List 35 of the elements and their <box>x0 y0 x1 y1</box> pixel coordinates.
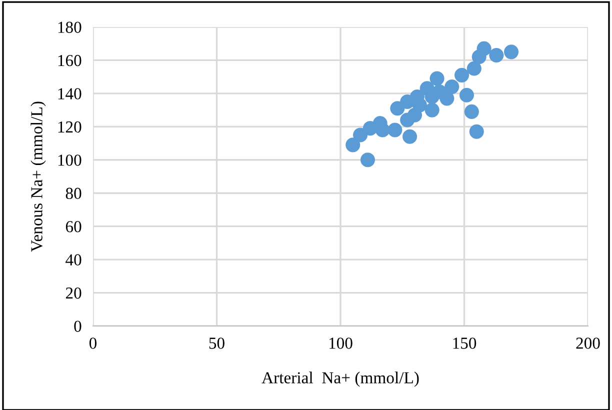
x-tick-label: 100 <box>329 338 352 349</box>
x-tick-label: 200 <box>576 338 600 349</box>
point <box>472 50 486 64</box>
y-tick-label: 180 <box>58 22 82 33</box>
y-tick-label: 20 <box>66 287 82 299</box>
point <box>375 122 390 138</box>
point <box>432 84 447 100</box>
point <box>469 124 484 139</box>
point <box>360 152 376 168</box>
y-tick-label: 140 <box>58 88 82 100</box>
point <box>489 48 504 63</box>
y-tick-label: 60 <box>66 221 82 232</box>
point <box>444 80 460 94</box>
point <box>430 71 444 86</box>
x-axis-title: Arterial Na+ (mmol/L) <box>262 372 419 387</box>
point <box>459 88 474 102</box>
y-tick-label: 40 <box>66 254 82 266</box>
point <box>424 102 440 118</box>
point <box>504 44 519 60</box>
point <box>402 129 418 144</box>
y-tick-label: 160 <box>58 54 82 66</box>
point <box>464 104 479 119</box>
x-tick-label: 150 <box>453 338 476 349</box>
y-tick-label: 120 <box>58 121 82 133</box>
x-tick-label: 0 <box>89 338 97 349</box>
point <box>346 138 360 152</box>
point <box>466 61 482 76</box>
point <box>388 122 402 138</box>
y-tick-label: 80 <box>66 188 82 200</box>
y-tick-label: 0 <box>74 320 82 332</box>
y-axis-title: Venous Na+ (mmol/L) <box>30 102 46 252</box>
point <box>454 68 470 82</box>
y-tick-label: 100 <box>58 154 82 166</box>
x-tick-label: 50 <box>209 338 224 349</box>
point <box>412 98 427 112</box>
